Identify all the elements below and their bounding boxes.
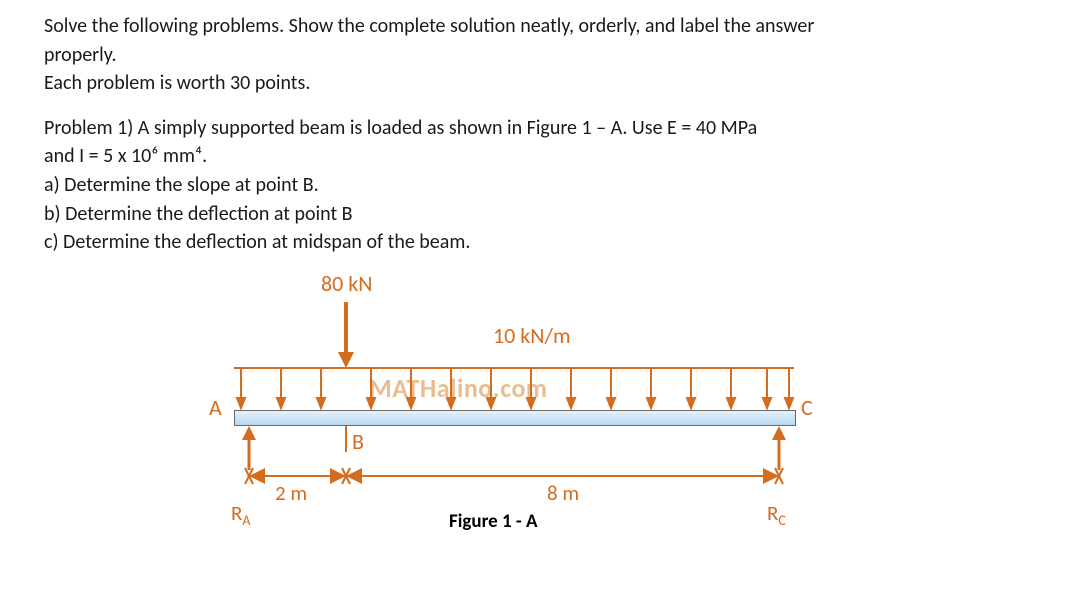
- point-b-label: B: [352, 428, 364, 455]
- beam: [234, 410, 796, 426]
- problem-line-2: and I = 5 x 10⁶ mm⁴.: [44, 144, 944, 170]
- problem-part-a: a) Determine the slope at point B.: [44, 173, 944, 199]
- intro-line-3: Each problem is worth 30 points.: [44, 71, 944, 97]
- reaction-c-label: RC: [767, 500, 786, 529]
- point-c-label: C: [801, 394, 813, 421]
- reaction-c-sub: C: [778, 512, 785, 529]
- problem-line-1: Problem 1) A simply supported beam is lo…: [44, 116, 944, 142]
- dim-8m: 8 m: [547, 480, 579, 506]
- intro-line-2: properly.: [44, 43, 944, 69]
- dim-2m: 2 m: [275, 480, 307, 506]
- figure-caption: Figure 1 - A: [449, 510, 538, 533]
- reaction-a-sub: A: [242, 512, 250, 529]
- figure-1a: 80 kN 10 kN/m MATHalino.com: [199, 270, 799, 540]
- reaction-a-letter: R: [231, 500, 242, 526]
- problem-part-c: c) Determine the deflection at midspan o…: [44, 230, 944, 256]
- point-a-label: A: [209, 394, 222, 421]
- reaction-c-letter: R: [767, 500, 778, 526]
- problem-part-b: b) Determine the deflection at point B: [44, 202, 944, 228]
- intro-line-1: Solve the following problems. Show the c…: [44, 14, 944, 40]
- reaction-a-label: RA: [231, 500, 251, 529]
